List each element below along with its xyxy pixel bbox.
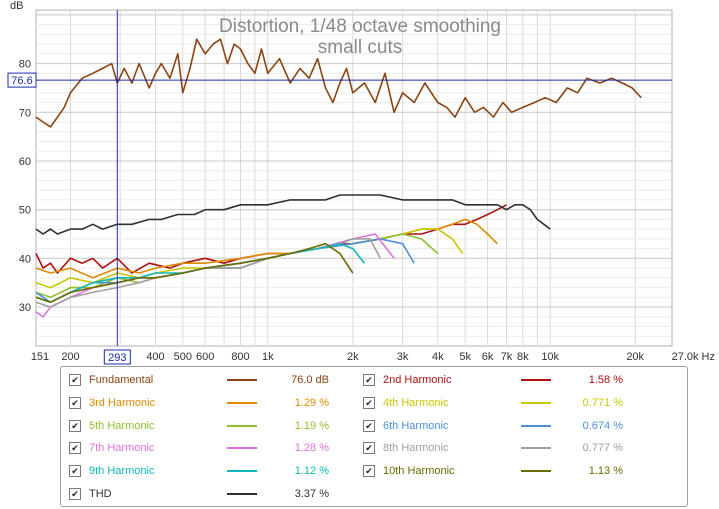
legend-swatch: [227, 470, 257, 473]
legend-swatch: [521, 401, 551, 404]
legend-value: 1.12 %: [294, 465, 329, 478]
cursor-y-readout: 76.6: [11, 75, 32, 87]
legend-item-4th-harmonic: ✔ 4th Harmonic 0.771 %: [363, 394, 663, 412]
legend-item-fundamental: ✔ Fundamental 76.0 dB: [69, 371, 369, 389]
x-tick-label: 20k: [626, 351, 644, 363]
legend-item-2nd-harmonic: ✔ 2nd Harmonic 1.58 %: [363, 371, 663, 389]
x-tick-label: 1k: [262, 351, 274, 363]
x-tick-label: 10k: [541, 351, 559, 363]
series-layer: [35, 38, 642, 318]
x-tick-label: 27.0k Hz: [672, 351, 715, 363]
x-tick-label: 7k: [501, 351, 513, 363]
legend-swatch: [227, 379, 257, 381]
legend-checkbox-2nd-harmonic[interactable]: ✔: [363, 374, 375, 386]
series-line-10th-harmonic: [35, 242, 354, 304]
grid-horizontal: [36, 14, 672, 337]
x-tick-label: 5k: [459, 351, 471, 363]
y-tick-label: 80: [19, 59, 31, 71]
legend-swatch: [227, 401, 257, 404]
legend-value: 76.0 dB: [291, 374, 329, 386]
cursor-y-readout-box: [7, 72, 37, 88]
series-line-thd: [35, 194, 551, 235]
chart-subtitle: small cuts: [318, 37, 402, 58]
legend-value: 1.29 %: [294, 396, 329, 409]
legend-item-9th-harmonic: ✔ 9th Harmonic 1.12 %: [69, 462, 369, 480]
legend-item-6th-harmonic: ✔ 6th Harmonic 0.674 %: [363, 417, 663, 435]
legend-label: 3rd Harmonic: [89, 396, 156, 409]
legend-label: 5th Harmonic: [89, 419, 155, 432]
cursor-x-readout: 293: [108, 352, 126, 364]
chart-plot[interactable]: 30 40 50 60 70 80 151 200 400 500 600 800 1k 2k 3k 4k 5…: [0, 0, 719, 365]
x-tick-label: 8k: [517, 351, 529, 363]
legend-checkbox-6th-harmonic[interactable]: ✔: [363, 419, 375, 432]
cursor-x-readout-box: [103, 349, 131, 365]
y-tick-label: 40: [19, 253, 31, 265]
legend-swatch: [227, 493, 257, 495]
legend-checkbox-10th-harmonic[interactable]: ✔: [363, 465, 375, 478]
legend-swatch: [521, 447, 551, 450]
legend-swatch: [227, 424, 257, 427]
x-tick-label: 2k: [347, 351, 359, 363]
legend-checkbox-fundamental[interactable]: ✔: [69, 374, 81, 386]
legend-item-3rd-harmonic: ✔ 3rd Harmonic 1.29 %: [69, 394, 369, 412]
x-tick-label: 600: [196, 351, 214, 363]
legend-label: 6th Harmonic: [383, 419, 449, 432]
x-tick-label: 151: [31, 351, 49, 363]
legend-item-8th-harmonic: ✔ 8th Harmonic 0.777 %: [363, 439, 663, 457]
chart-title: Distortion, 1/48 octave smoothing: [219, 16, 501, 37]
legend-item-7th-harmonic: ✔ 7th Harmonic 1.28 %: [69, 439, 369, 457]
legend-swatch: [521, 424, 551, 427]
legend-checkbox-thd[interactable]: ✔: [69, 488, 81, 500]
y-tick-labels: 30 40 50 60 70 80: [19, 59, 31, 314]
legend-checkbox-8th-harmonic[interactable]: ✔: [363, 442, 375, 455]
legend-label: 7th Harmonic: [89, 442, 155, 455]
legend-value: 1.28 %: [294, 442, 329, 455]
legend-label: 10th Harmonic: [383, 465, 455, 478]
legend-item-thd: ✔ THD 3.37 %: [69, 485, 369, 503]
legend-label: 8th Harmonic: [383, 442, 449, 455]
legend-value: 1.58 %: [588, 374, 623, 386]
legend-swatch: [521, 379, 551, 381]
legend-item-10th-harmonic: ✔ 10th Harmonic 1.13 %: [363, 462, 663, 480]
x-tick-label: 6k: [482, 351, 494, 363]
legend-checkbox-4th-harmonic[interactable]: ✔: [363, 396, 375, 409]
x-tick-label: 800: [231, 351, 249, 363]
legend-label: THD: [89, 488, 112, 500]
y-tick-label: 70: [19, 107, 31, 119]
y-tick-label: 60: [19, 156, 31, 168]
x-tick-label: 4k: [432, 351, 444, 363]
legend-item-5th-harmonic: ✔ 5th Harmonic 1.19 %: [69, 417, 369, 435]
legend-checkbox-5th-harmonic[interactable]: ✔: [69, 419, 81, 432]
plot-area: [35, 9, 673, 347]
legend-value: 0.674 %: [582, 419, 623, 432]
y-axis-label: dB: [10, 0, 23, 12]
cursor-crosshair[interactable]: 76.6 293: [7, 10, 672, 365]
legend-swatch: [521, 470, 551, 473]
legend-label: 4th Harmonic: [383, 396, 449, 409]
legend-checkbox-9th-harmonic[interactable]: ✔: [69, 465, 81, 478]
legend-checkbox-7th-harmonic[interactable]: ✔: [69, 442, 81, 455]
x-tick-labels: 151 200 400 500 600 800 1k 2k 3k 4k 5k 6k 7k 8k 10k 20k…: [31, 351, 715, 363]
legend-label: 2nd Harmonic: [383, 374, 452, 386]
legend-value: 3.37 %: [294, 488, 329, 500]
grid-vertical: [70, 10, 636, 346]
x-tick-label: 3k: [397, 351, 409, 363]
legend-swatch: [227, 447, 257, 450]
legend-value: 0.771 %: [582, 396, 623, 409]
legend-value: 1.13 %: [588, 465, 623, 478]
y-tick-label: 50: [19, 205, 31, 217]
x-tick-label: 400: [146, 351, 164, 363]
legend-value: 1.19 %: [294, 419, 329, 432]
x-tick-label: 500: [174, 351, 192, 363]
legend-panel: ✔ Fundamental 76.0 dB ✔ 2nd Harmonic 1.58 % ✔ 3…: [60, 366, 688, 507]
legend-checkbox-3rd-harmonic[interactable]: ✔: [69, 396, 81, 409]
legend-label: 9th Harmonic: [89, 465, 155, 478]
series-line-fundamental: [35, 38, 642, 128]
x-tick-label: 200: [61, 351, 79, 363]
y-tick-label: 30: [19, 302, 31, 314]
legend-value: 0.777 %: [582, 442, 623, 455]
legend-label: Fundamental: [89, 374, 154, 386]
